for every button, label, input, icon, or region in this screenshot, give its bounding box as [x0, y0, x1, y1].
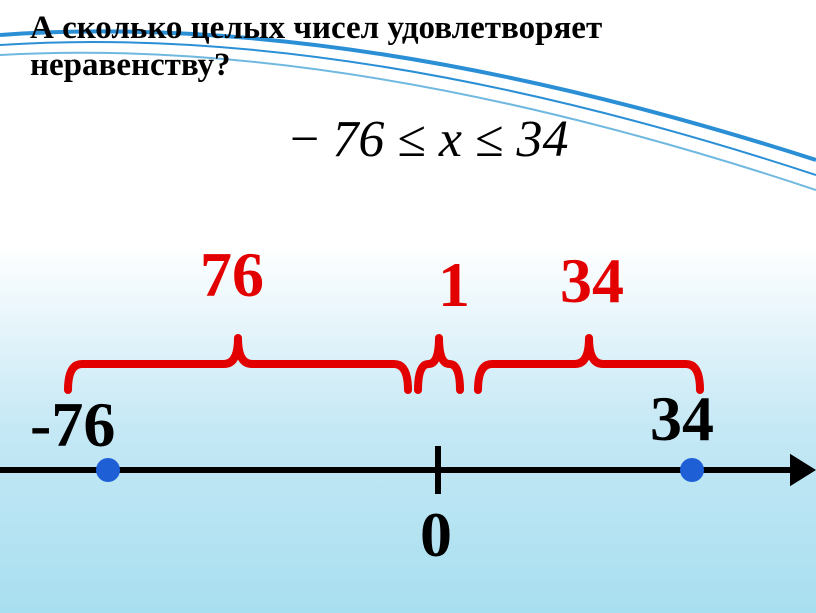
number-line-svg: [0, 230, 816, 610]
question-text: А сколько целых чисел удовлетворяет нера…: [30, 10, 790, 84]
inequality-expression: − 76 ≤ x ≤ 34: [290, 110, 569, 169]
number-line-diagram: 76 1 34 -76 34 0: [0, 230, 816, 610]
